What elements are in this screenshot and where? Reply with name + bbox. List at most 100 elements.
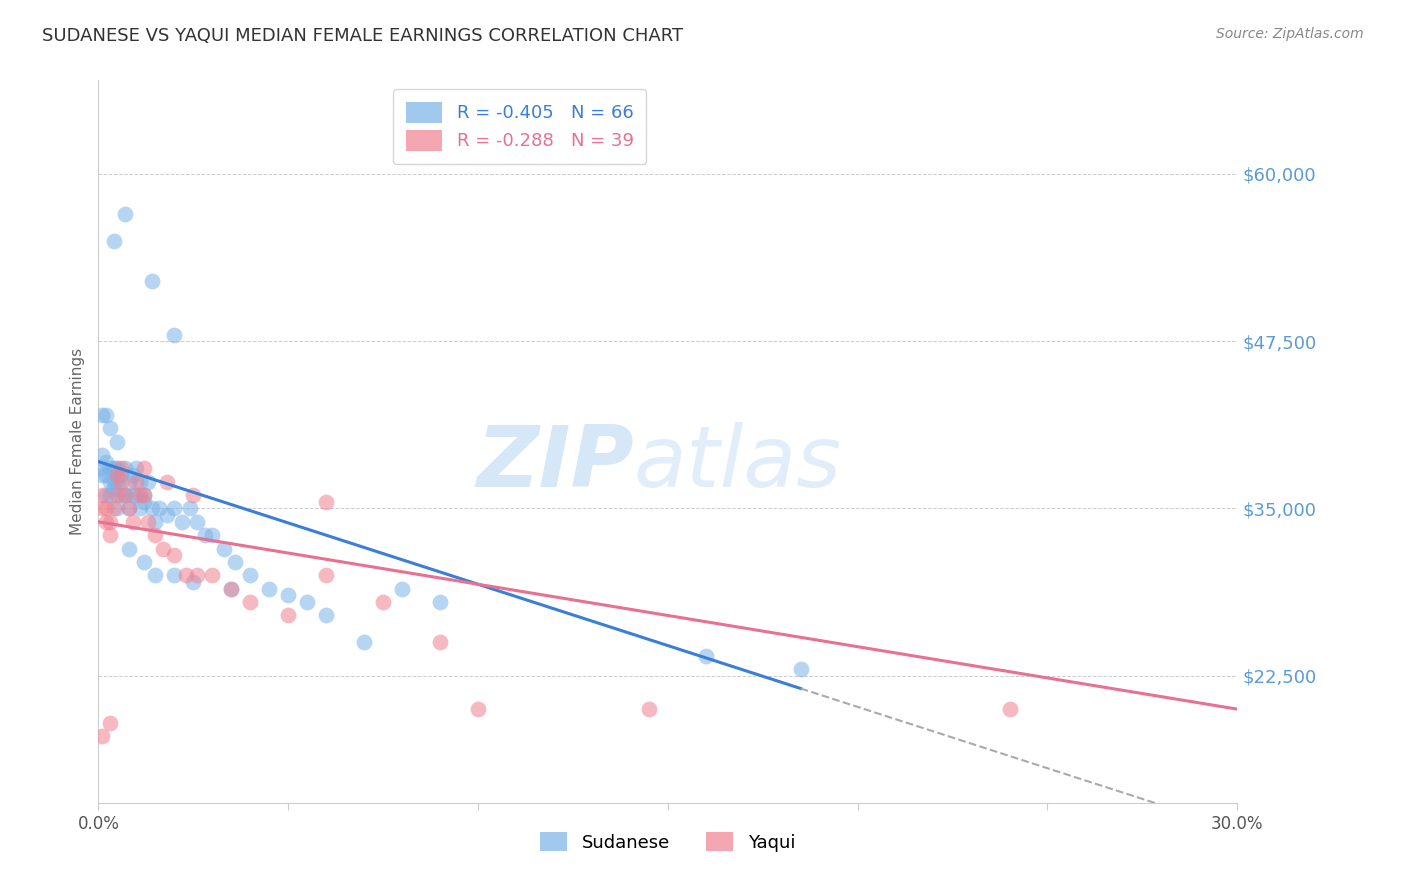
Point bbox=[163, 568, 186, 582]
Point bbox=[170, 515, 193, 529]
Point bbox=[315, 568, 337, 582]
Point bbox=[391, 582, 413, 596]
Point bbox=[98, 461, 121, 475]
Point bbox=[371, 595, 394, 609]
Point bbox=[201, 528, 224, 542]
Point bbox=[163, 501, 186, 516]
Point bbox=[221, 582, 243, 596]
Point bbox=[107, 434, 129, 449]
Point bbox=[145, 528, 167, 542]
Point bbox=[467, 702, 489, 716]
Point bbox=[94, 455, 117, 469]
Point bbox=[110, 475, 132, 489]
Point bbox=[98, 515, 121, 529]
Point bbox=[121, 488, 143, 502]
Point bbox=[91, 461, 114, 475]
Point bbox=[145, 515, 167, 529]
Point bbox=[91, 467, 114, 482]
Point bbox=[212, 541, 235, 556]
Point bbox=[221, 582, 243, 596]
Point bbox=[638, 702, 661, 716]
Point bbox=[132, 488, 155, 502]
Point bbox=[125, 488, 148, 502]
Point bbox=[114, 207, 136, 221]
Point bbox=[91, 729, 114, 743]
Point bbox=[98, 488, 121, 502]
Point bbox=[141, 501, 163, 516]
Point bbox=[121, 515, 143, 529]
Point bbox=[121, 467, 143, 482]
Point bbox=[429, 635, 451, 649]
Point bbox=[163, 548, 186, 563]
Point bbox=[194, 528, 217, 542]
Point bbox=[91, 501, 114, 516]
Point bbox=[179, 501, 201, 516]
Point bbox=[186, 568, 208, 582]
Point bbox=[429, 595, 451, 609]
Point bbox=[118, 475, 141, 489]
Point bbox=[145, 568, 167, 582]
Point bbox=[125, 461, 148, 475]
Text: ZIP: ZIP bbox=[477, 422, 634, 505]
Point bbox=[94, 488, 117, 502]
Point bbox=[695, 648, 717, 663]
Point bbox=[118, 501, 141, 516]
Point bbox=[277, 608, 299, 623]
Point bbox=[132, 461, 155, 475]
Point bbox=[118, 541, 141, 556]
Point bbox=[132, 488, 155, 502]
Point bbox=[107, 467, 129, 482]
Text: Source: ZipAtlas.com: Source: ZipAtlas.com bbox=[1216, 27, 1364, 41]
Point bbox=[132, 555, 155, 569]
Point bbox=[98, 475, 121, 489]
Point bbox=[224, 555, 246, 569]
Point bbox=[132, 494, 155, 508]
Point bbox=[91, 448, 114, 462]
Point bbox=[156, 475, 179, 489]
Point bbox=[98, 528, 121, 542]
Point bbox=[297, 595, 319, 609]
Point bbox=[125, 475, 148, 489]
Point bbox=[141, 274, 163, 288]
Point bbox=[277, 589, 299, 603]
Point bbox=[110, 467, 132, 482]
Point bbox=[107, 475, 129, 489]
Point bbox=[94, 501, 117, 516]
Point bbox=[103, 501, 125, 516]
Point bbox=[129, 475, 152, 489]
Point bbox=[98, 421, 121, 435]
Point bbox=[174, 568, 197, 582]
Point bbox=[315, 608, 337, 623]
Point bbox=[91, 408, 114, 422]
Point bbox=[315, 494, 337, 508]
Point bbox=[136, 515, 159, 529]
Point bbox=[790, 662, 813, 676]
Point bbox=[259, 582, 281, 596]
Point bbox=[110, 461, 132, 475]
Point bbox=[107, 461, 129, 475]
Point bbox=[118, 501, 141, 516]
Point bbox=[114, 488, 136, 502]
Point bbox=[201, 568, 224, 582]
Point bbox=[98, 715, 121, 730]
Point bbox=[103, 461, 125, 475]
Point bbox=[94, 408, 117, 422]
Point bbox=[103, 475, 125, 489]
Point bbox=[239, 568, 262, 582]
Point bbox=[136, 475, 159, 489]
Point bbox=[94, 467, 117, 482]
Legend: Sudanese, Yaqui: Sudanese, Yaqui bbox=[533, 825, 803, 859]
Point bbox=[129, 488, 152, 502]
Y-axis label: Median Female Earnings: Median Female Earnings bbox=[69, 348, 84, 535]
Point bbox=[91, 488, 114, 502]
Point bbox=[94, 515, 117, 529]
Point bbox=[353, 635, 375, 649]
Point bbox=[186, 515, 208, 529]
Point bbox=[239, 595, 262, 609]
Text: atlas: atlas bbox=[634, 422, 842, 505]
Point bbox=[114, 488, 136, 502]
Point bbox=[103, 482, 125, 496]
Point bbox=[148, 501, 170, 516]
Point bbox=[107, 501, 129, 516]
Point bbox=[129, 501, 152, 516]
